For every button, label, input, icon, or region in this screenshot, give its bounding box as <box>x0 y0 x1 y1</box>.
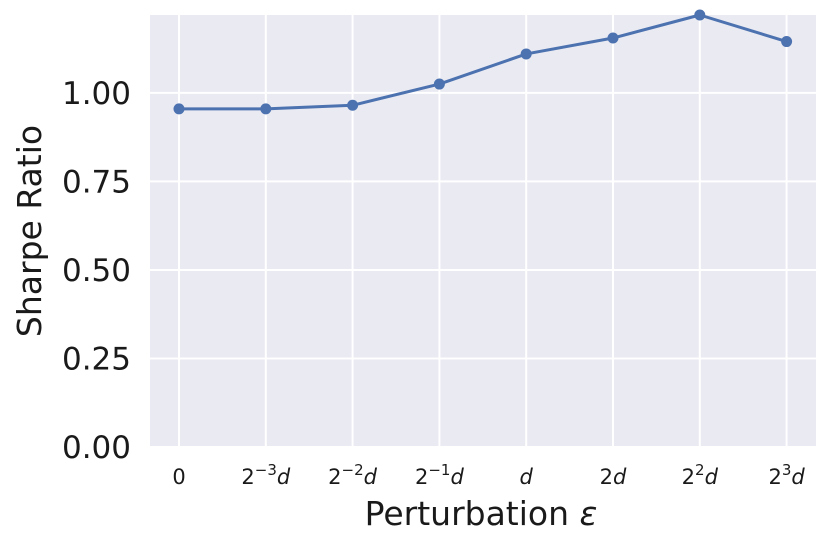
x-tick-base: 2 <box>600 465 613 489</box>
x-tick-suffix: d <box>705 465 719 489</box>
data-point <box>694 9 706 21</box>
data-point <box>781 36 793 48</box>
y-tick-label: 0.00 <box>62 430 131 466</box>
data-point <box>347 99 359 111</box>
y-tick-label: 1.00 <box>62 76 131 112</box>
x-tick-base: 2 <box>328 465 341 489</box>
series-layer <box>173 9 793 115</box>
x-tick-label: d <box>520 465 534 489</box>
x-tick-label: 0 <box>172 465 185 489</box>
x-tick-exponent: 3 <box>782 461 792 479</box>
y-tick-label: 0.25 <box>62 341 131 377</box>
x-axis-label: Perturbation ε <box>365 494 598 533</box>
x-tick-base: 2 <box>415 465 428 489</box>
x-tick-base: 2 <box>241 465 254 489</box>
x-tick-suffix: d <box>450 465 464 489</box>
y-tick-labels: 0.00 0.25 0.50 0.75 1.00 <box>62 76 131 466</box>
x-tick-exponent: 2 <box>695 461 705 479</box>
y-tick-label: 0.50 <box>62 253 131 289</box>
plot-background <box>150 15 816 447</box>
x-tick-exponent: −2 <box>342 461 364 479</box>
x-tick-label: 2−2d <box>328 461 378 489</box>
x-tick-exponent: −3 <box>255 461 277 479</box>
y-tick-label: 0.75 <box>62 164 131 200</box>
x-tick-suffix: d <box>613 465 627 489</box>
x-tick-suffix: d <box>520 465 534 489</box>
x-axis-label-symbol: ε <box>580 494 598 533</box>
data-point <box>520 48 532 60</box>
grid-layer <box>150 15 816 448</box>
x-tick-label: 2−3d <box>241 461 291 489</box>
x-tick-labels: 0 2−3d 2−2d 2−1d d 2d 22d 23d <box>172 461 805 489</box>
series-line <box>179 13 788 111</box>
x-axis-label-text: Perturbation <box>365 494 580 533</box>
data-point <box>607 32 619 44</box>
x-tick-base: 0 <box>172 465 185 489</box>
x-tick-base: 2 <box>768 465 781 489</box>
y-axis-label: Sharpe Ratio <box>10 125 49 337</box>
x-tick-exponent: −1 <box>428 461 450 479</box>
x-tick-label: 2d <box>600 465 627 489</box>
x-tick-suffix: d <box>791 465 805 489</box>
x-tick-suffix: d <box>277 465 291 489</box>
x-tick-suffix: d <box>364 465 378 489</box>
x-tick-label: 22d <box>682 461 719 489</box>
x-tick-label: 2−1d <box>415 461 465 489</box>
data-point <box>260 103 272 115</box>
data-point <box>433 78 445 90</box>
x-tick-label: 23d <box>768 461 805 489</box>
data-point <box>173 103 185 115</box>
x-tick-base: 2 <box>682 465 695 489</box>
